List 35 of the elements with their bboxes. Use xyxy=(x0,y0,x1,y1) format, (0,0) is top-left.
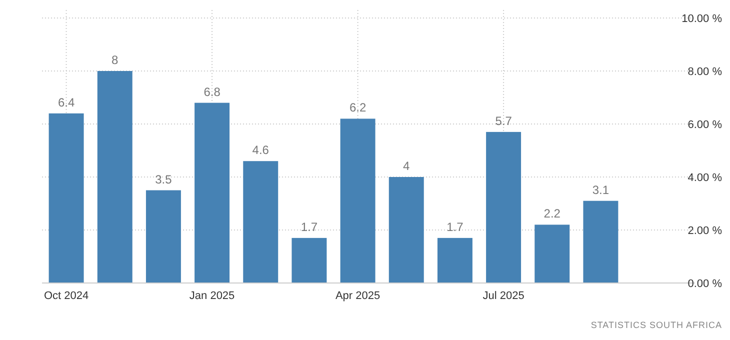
data-label: 6.4 xyxy=(58,95,75,110)
y-tick-label: 4.00 % xyxy=(688,172,722,184)
bar xyxy=(534,224,570,283)
data-label: 3.1 xyxy=(592,182,610,197)
bar xyxy=(97,71,132,283)
x-tick-label: Jul 2025 xyxy=(482,290,524,302)
bar xyxy=(292,238,327,283)
bar xyxy=(243,161,278,283)
data-label: 8 xyxy=(112,53,119,67)
data-label: 4.6 xyxy=(252,143,270,158)
data-label: 2.2 xyxy=(544,206,561,221)
bar xyxy=(388,177,424,283)
data-label: 5.7 xyxy=(495,114,512,128)
y-tick-label: 8.00 % xyxy=(688,66,722,78)
data-label: 1.7 xyxy=(446,220,464,234)
bar xyxy=(48,113,84,283)
y-tick-label: 10.00 % xyxy=(682,13,722,25)
bar xyxy=(583,200,618,283)
bar xyxy=(194,102,230,283)
data-label: 6.2 xyxy=(349,100,366,115)
data-label: 4 xyxy=(403,159,410,173)
y-tick-label: 2.00 % xyxy=(688,225,722,237)
bar xyxy=(437,238,472,283)
y-tick-label: 6.00 % xyxy=(688,119,722,131)
bar xyxy=(146,190,181,283)
x-tick-label: Apr 2025 xyxy=(335,290,380,302)
y-tick-label: 0.00 % xyxy=(688,278,722,290)
x-tick-label: Jan 2025 xyxy=(189,290,235,302)
x-tick-label: Oct 2024 xyxy=(44,290,89,302)
bar xyxy=(486,132,522,283)
data-label: 3.5 xyxy=(155,172,172,186)
text: STATISTICS SOUTH AFRICA xyxy=(590,320,722,330)
bar xyxy=(340,118,376,283)
data-label: 1.7 xyxy=(300,220,318,234)
data-label: 6.8 xyxy=(204,84,221,99)
